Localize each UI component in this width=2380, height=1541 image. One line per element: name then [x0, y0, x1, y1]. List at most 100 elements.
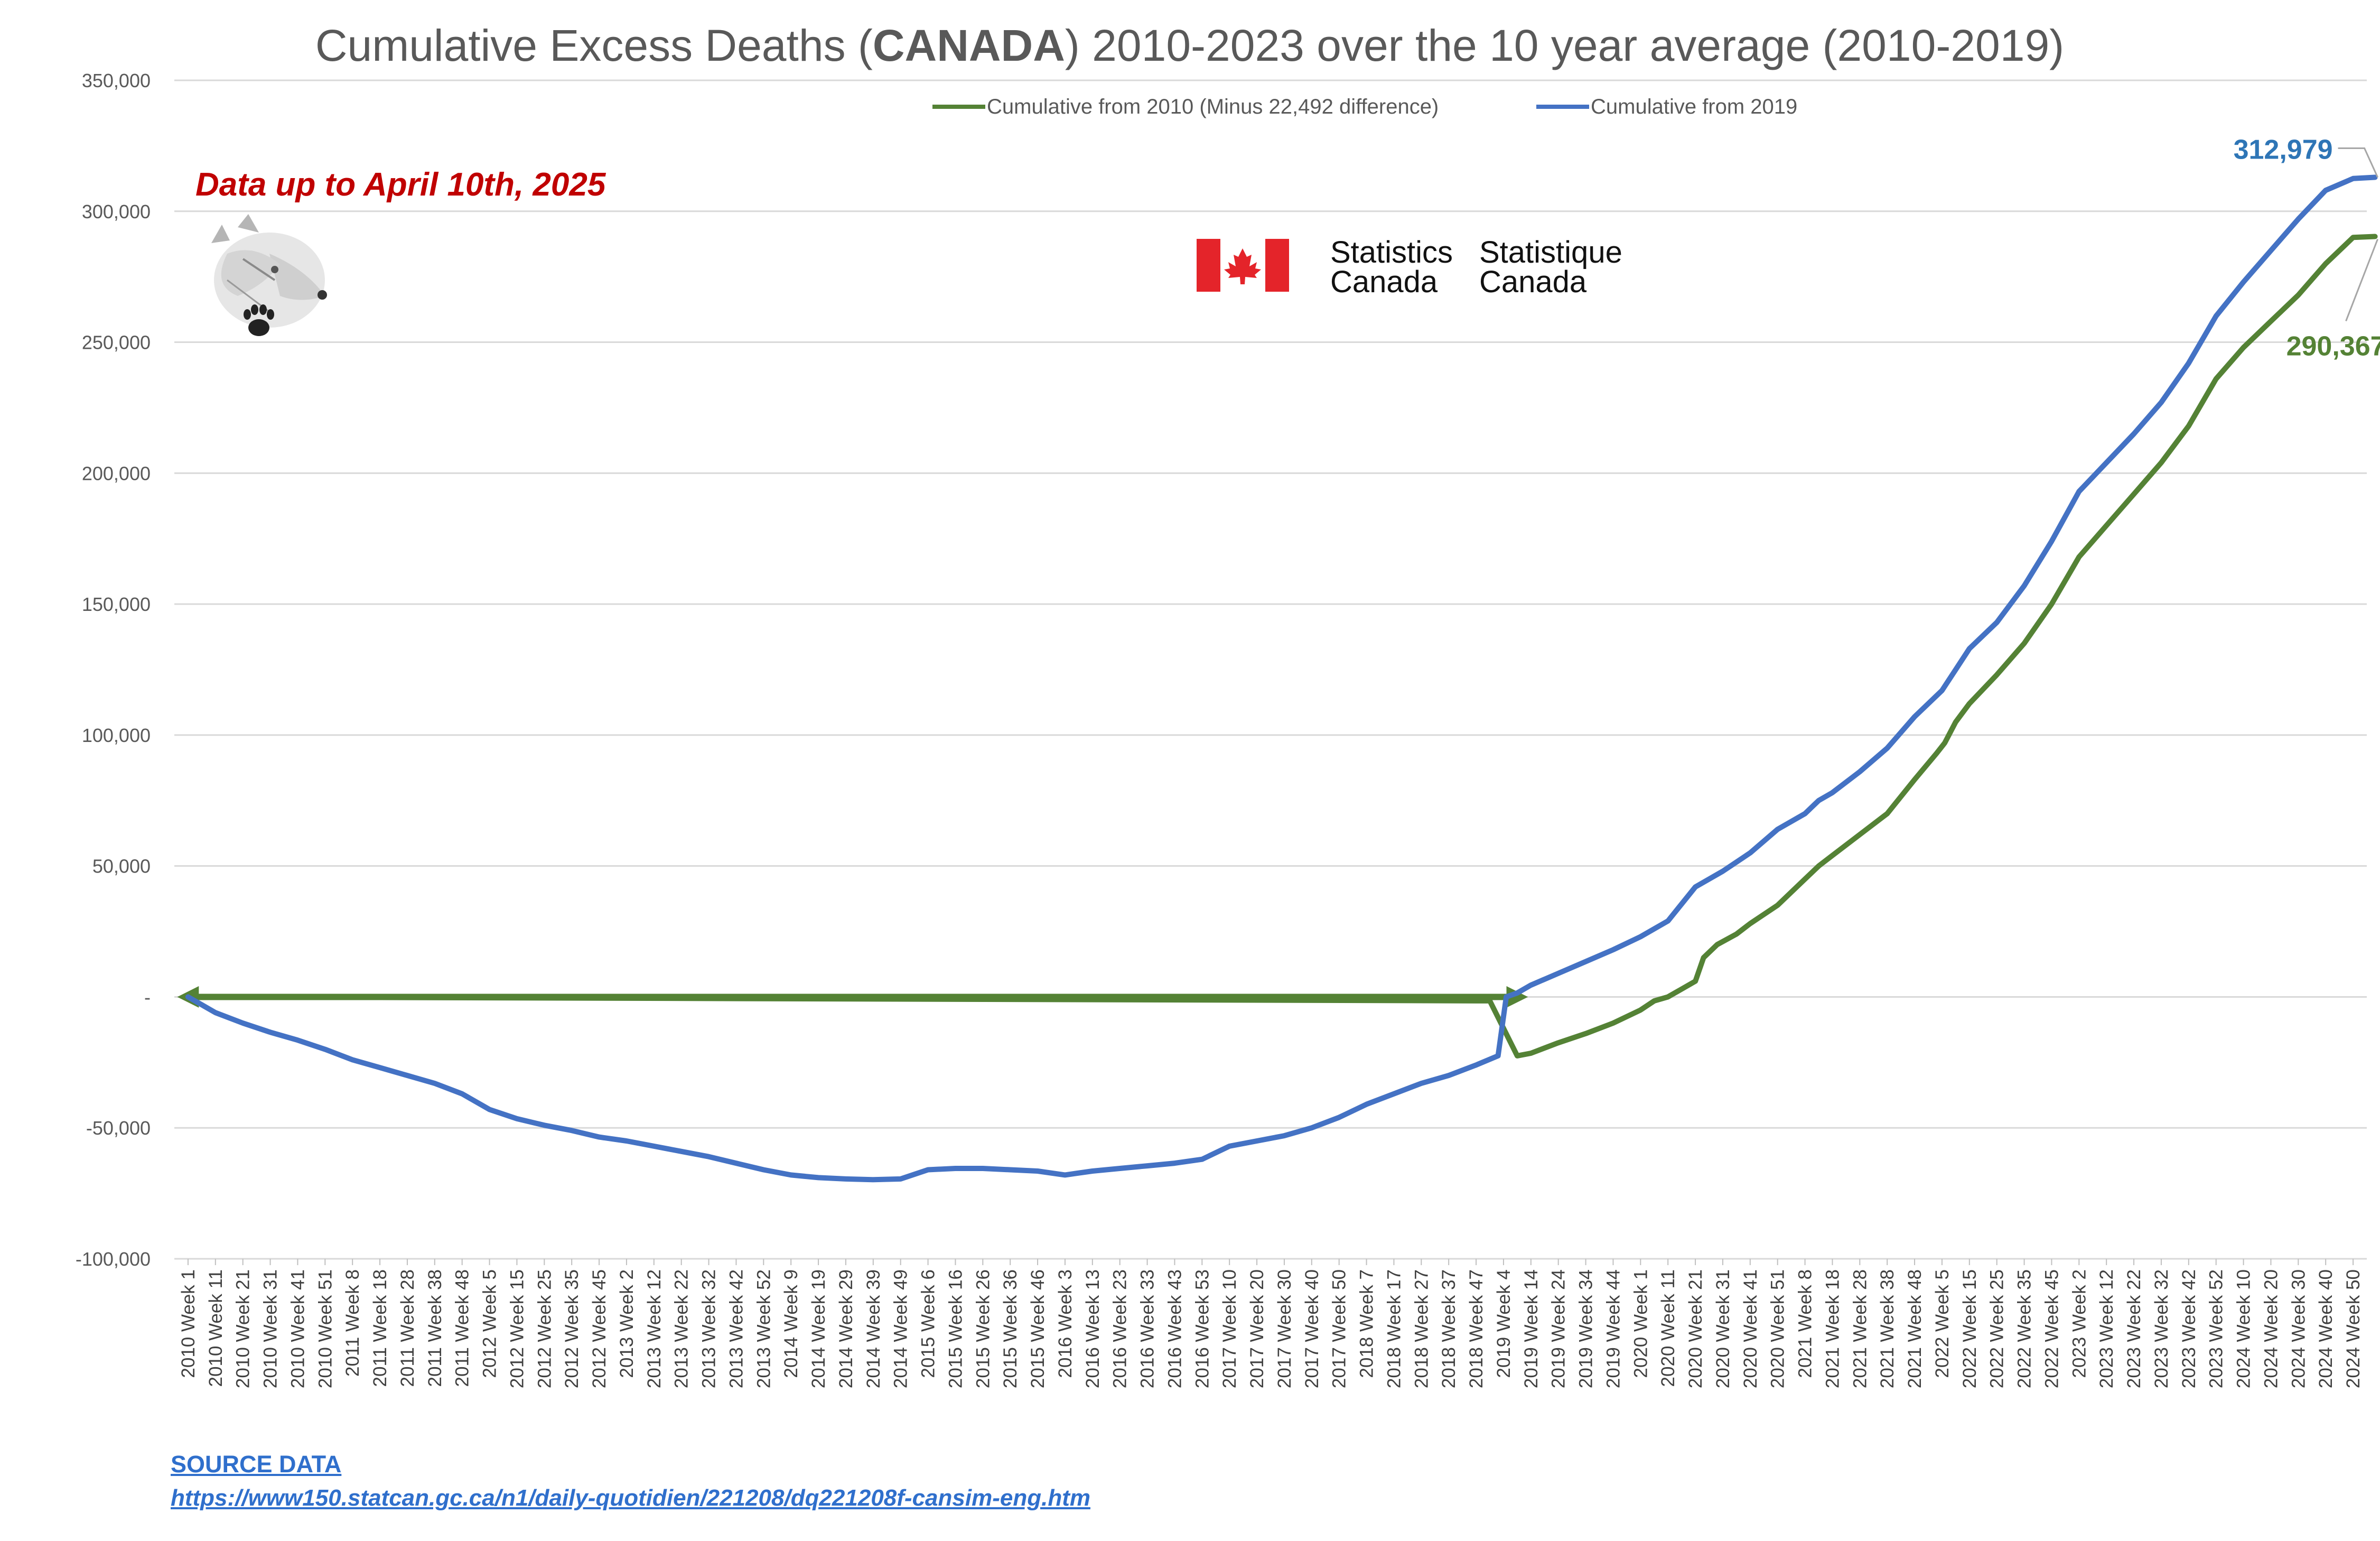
- x-tick-label: 2023 Week 12: [2096, 1269, 2117, 1388]
- x-tick-label: 2016 Week 23: [1110, 1269, 1131, 1388]
- x-tick-label: 2014 Week 29: [836, 1269, 856, 1388]
- y-tick-label: 250,000: [82, 332, 151, 354]
- x-tick-label: 2020 Week 21: [1685, 1269, 1706, 1388]
- x-tick-label: 2022 Week 45: [2041, 1269, 2062, 1388]
- x-tick-label: 2022 Week 25: [1987, 1269, 2008, 1388]
- y-tick-label: 300,000: [82, 201, 151, 222]
- paw-print-icon: [244, 304, 274, 336]
- y-tick-label: -: [144, 986, 151, 1008]
- y-tick-label: 50,000: [92, 856, 151, 877]
- x-tick-label: 2013 Week 52: [753, 1269, 774, 1388]
- x-tick-label: 2010 Week 21: [233, 1269, 254, 1388]
- x-tick-label: 2020 Week 1: [1630, 1269, 1651, 1378]
- data-date-note: Data up to April 10th, 2025: [195, 166, 606, 203]
- x-tick-label: 2018 Week 7: [1357, 1269, 1377, 1378]
- statcan-en-line2: Canada: [1330, 265, 1438, 299]
- x-tick-label: 2021 Week 38: [1877, 1269, 1898, 1388]
- x-tick-label: 2012 Week 25: [534, 1269, 555, 1388]
- x-tick-label: 2019 Week 24: [1548, 1269, 1569, 1388]
- x-tick-label: 2023 Week 52: [2206, 1269, 2227, 1388]
- end-label-leader-2019: [2338, 147, 2378, 178]
- canada-flag-icon: [1197, 239, 1289, 292]
- x-tick-label: 2011 Week 48: [452, 1269, 473, 1387]
- x-tick-label: 2011 Week 38: [425, 1269, 445, 1387]
- x-tick-label: 2018 Week 27: [1411, 1269, 1432, 1388]
- x-tick-label: 2013 Week 22: [671, 1269, 692, 1388]
- x-tick-label: 2012 Week 5: [480, 1269, 500, 1378]
- x-tick-label: 2016 Week 13: [1082, 1269, 1103, 1388]
- y-tick-label: 100,000: [82, 725, 151, 746]
- x-tick-label: 2024 Week 30: [2288, 1269, 2309, 1388]
- wolf-logo: [211, 214, 327, 336]
- series-line-2019: [185, 174, 2378, 1183]
- x-tick-label: 2018 Week 47: [1466, 1269, 1487, 1388]
- x-tick-label: 2011 Week 28: [397, 1269, 418, 1387]
- x-tick-label: 2010 Week 31: [260, 1269, 281, 1388]
- x-tick-label: 2020 Week 51: [1768, 1269, 1788, 1388]
- x-tick-label: 2013 Week 12: [644, 1269, 665, 1388]
- x-tick-label: 2012 Week 35: [562, 1269, 582, 1388]
- end-label-leader-2010: [2345, 238, 2378, 322]
- x-tick-label: 2022 Week 15: [1959, 1269, 1980, 1388]
- x-tick-label: 2021 Week 8: [1795, 1269, 1816, 1378]
- x-tick-label: 2020 Week 31: [1713, 1269, 1733, 1388]
- x-tick-label: 2013 Week 2: [617, 1269, 637, 1378]
- x-tick-label: 2019 Week 34: [1576, 1269, 1597, 1388]
- x-tick-label: 2013 Week 42: [726, 1269, 746, 1388]
- x-tick-label: 2024 Week 50: [2343, 1269, 2364, 1388]
- x-tick-label: 2019 Week 4: [1494, 1269, 1514, 1378]
- x-tick-label: 2014 Week 19: [808, 1269, 829, 1388]
- source-url-link[interactable]: https://www150.statcan.gc.ca/n1/daily-qu…: [171, 1485, 1090, 1511]
- x-tick-label: 2021 Week 48: [1905, 1269, 1925, 1388]
- gridlines: [174, 79, 2367, 1260]
- x-tick-label: 2014 Week 9: [781, 1269, 801, 1378]
- y-tick-label: -50,000: [86, 1117, 151, 1139]
- x-tick-label: 2018 Week 37: [1439, 1269, 1459, 1388]
- x-tick-label: 2010 Week 11: [206, 1269, 226, 1387]
- x-tick-label: 2021 Week 18: [1822, 1269, 1843, 1388]
- x-tick-label: 2013 Week 32: [699, 1269, 720, 1388]
- x-tick-label: 2015 Week 26: [973, 1269, 993, 1388]
- x-tick-label: 2023 Week 42: [2179, 1269, 2199, 1388]
- x-tick-label: 2023 Week 32: [2151, 1269, 2172, 1388]
- x-tick-label: 2015 Week 6: [918, 1269, 939, 1378]
- x-tick-label: 2024 Week 40: [2316, 1269, 2336, 1388]
- x-tick-label: 2022 Week 5: [1932, 1269, 1953, 1378]
- x-tick-label: 2012 Week 15: [507, 1269, 527, 1388]
- x-axis: 2010 Week 1 2010 Week 11 2010 Week 21 2010 …: [178, 1259, 2364, 1388]
- statcan-fr-line1: Statistique: [1479, 235, 1622, 270]
- end-label-2019: 312,979: [2234, 134, 2333, 165]
- legend-label-2010: Cumulative from 2010 (Minus 22,492 diffe…: [987, 95, 1439, 118]
- statcan-english-wordmark: Statistics Canada: [1330, 237, 1453, 299]
- x-tick-label: 2016 Week 3: [1055, 1269, 1076, 1378]
- x-tick-label: 2021 Week 28: [1850, 1269, 1870, 1388]
- x-tick-label: 2024 Week 20: [2261, 1269, 2281, 1388]
- x-tick-label: 2010 Week 41: [287, 1269, 308, 1388]
- x-tick-label: 2016 Week 33: [1137, 1269, 1158, 1388]
- x-tick-label: 2015 Week 36: [1000, 1269, 1021, 1388]
- legend: Cumulative from 2010 (Minus 22,492 diffe…: [932, 95, 1797, 118]
- source-data-link[interactable]: SOURCE DATA: [171, 1451, 342, 1478]
- series: [177, 174, 2378, 1183]
- x-tick-label: 2014 Week 49: [891, 1269, 911, 1388]
- x-tick-label: 2023 Week 2: [2069, 1269, 2089, 1378]
- x-tick-label: 2019 Week 44: [1603, 1269, 1623, 1388]
- y-axis: 350,000 300,000 250,000 200,000 150,000 100,0…: [76, 70, 151, 1270]
- x-tick-label: 2019 Week 14: [1521, 1269, 1542, 1388]
- x-tick-label: 2018 Week 17: [1384, 1269, 1404, 1388]
- x-tick-label: 2017 Week 30: [1274, 1269, 1295, 1388]
- x-tick-label: 2017 Week 10: [1219, 1269, 1240, 1388]
- x-tick-label: 2016 Week 43: [1164, 1269, 1185, 1388]
- x-tick-label: 2017 Week 20: [1247, 1269, 1267, 1388]
- chart-title: Cumulative Excess Deaths (CANADA) 2010-2…: [315, 21, 2064, 70]
- x-tick-label: 2024 Week 10: [2234, 1269, 2254, 1388]
- x-tick-label: 2015 Week 46: [1028, 1269, 1048, 1388]
- x-tick-label: 2022 Week 35: [2014, 1269, 2035, 1388]
- end-label-2010: 290,367: [2286, 331, 2380, 362]
- y-tick-label: 200,000: [82, 462, 151, 484]
- x-tick-label: 2011 Week 18: [370, 1269, 390, 1387]
- x-tick-label: 2020 Week 41: [1740, 1269, 1761, 1388]
- y-tick-label: 150,000: [82, 593, 151, 615]
- y-tick-label: -100,000: [76, 1248, 151, 1270]
